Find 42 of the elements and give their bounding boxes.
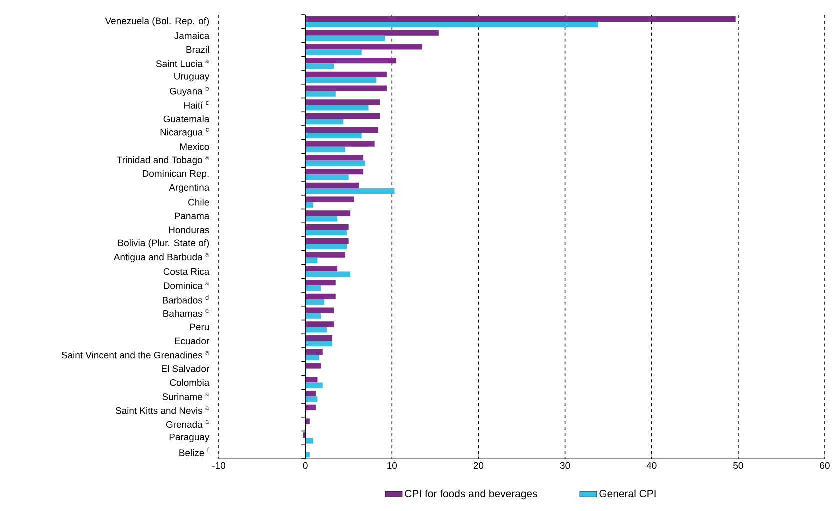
y-tick-label: Jamaica xyxy=(174,32,210,40)
y-tick-label: Bolivia (Plur. State of) xyxy=(118,240,210,248)
y-tick-label: Mexico xyxy=(180,143,210,150)
y-tick-label: Argentina xyxy=(169,184,210,193)
y-tick-label: Panama xyxy=(175,212,210,220)
y-tick-label: Brazil xyxy=(186,46,210,54)
x-tick-label: 50 xyxy=(734,462,744,470)
y-tick-label: Colombia xyxy=(170,379,210,386)
y-tick-label: Chile xyxy=(188,198,210,206)
legend-label: General CPI xyxy=(600,490,656,498)
y-tick-label: Venezuela (Bol. Rep. of) xyxy=(105,18,210,26)
y-tick-label: Ecuador xyxy=(175,338,210,345)
y-tick-label: Dominica $^{a}$ xyxy=(164,282,210,290)
y-tick-label: Honduras xyxy=(169,226,210,234)
y-tick-label: Antigua and Barbuda $^{a}$ xyxy=(114,253,210,262)
y-tick-label: Guatemala xyxy=(164,116,210,123)
y-tick-label: Haití $^{c}$ xyxy=(184,101,209,109)
y-tick-label: Dominican Rep. xyxy=(143,170,209,179)
y-tick-label: Belize $^{f}$ xyxy=(180,448,210,456)
x-tick-label: 10 xyxy=(388,462,398,470)
y-tick-label: Costa Rica xyxy=(164,268,210,276)
y-tick-label: Saint Vincent and the Grenadines $^{a}$ xyxy=(62,351,210,359)
y-tick-label: Grenada $^{a}$ xyxy=(166,420,210,428)
y-tick-label: Suriname $^{a}$ xyxy=(162,392,210,400)
x-tick-label: 20 xyxy=(474,462,484,470)
y-tick-label: Peru xyxy=(190,324,210,330)
x-tick-label: 0 xyxy=(303,462,308,470)
y-tick-label: Paraguay xyxy=(170,434,210,442)
y-tick-label: Trinidad and Tobago $^{a}$ xyxy=(117,156,210,166)
y-tick-label: Saint Kitts and Nevis $^{a}$ xyxy=(116,406,210,414)
y-tick-label: Bahamas $^{e}$ xyxy=(164,310,209,318)
x-tick-label: 30 xyxy=(560,462,570,470)
y-tick-label: Uruguay xyxy=(174,73,210,82)
y-tick-label: Barbados $^{d}$ xyxy=(163,295,209,304)
y-tick-label: El Salvador xyxy=(162,365,210,372)
x-tick-label: -10 xyxy=(212,462,226,470)
y-tick-label: Saint Lucia $^{a}$ xyxy=(156,60,210,68)
y-tick-label: Nicaragua $^{c}$ xyxy=(160,128,209,138)
x-tick-label: 40 xyxy=(646,462,657,470)
legend-label: CPI for foods and beverages xyxy=(405,490,538,500)
y-tick-label: Guyana $^{b}$ xyxy=(170,86,209,97)
x-tick-label: 60 xyxy=(820,462,830,470)
